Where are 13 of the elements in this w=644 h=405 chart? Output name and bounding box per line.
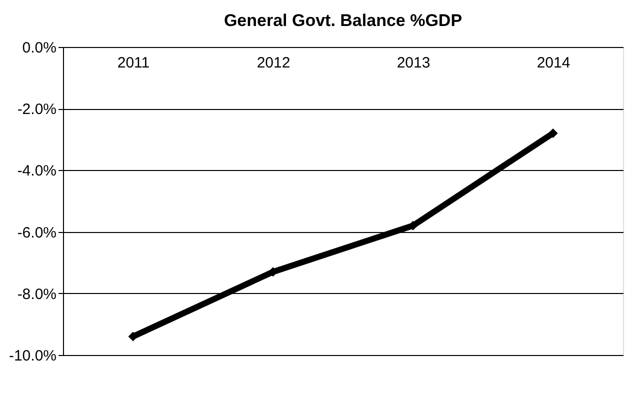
y-tick-label: -10.0% — [8, 348, 56, 364]
x-tick-label: 2013 — [396, 54, 430, 72]
y-tick-label: -6.0% — [17, 224, 56, 242]
x-tick-label: 2014 — [536, 54, 570, 72]
point — [548, 128, 558, 138]
chart-title: General Govt. Balance %GDP — [224, 11, 462, 30]
y-tick-label: -2.0% — [17, 101, 56, 118]
x-tick-label: 2012 — [256, 54, 290, 72]
y-tick-label: -4.0% — [17, 162, 56, 180]
point — [128, 332, 138, 342]
x-tick-label: 2011 — [117, 54, 150, 72]
y-tick-label: 0.0% — [22, 40, 56, 56]
y-tick-label: -8.0% — [17, 286, 56, 303]
